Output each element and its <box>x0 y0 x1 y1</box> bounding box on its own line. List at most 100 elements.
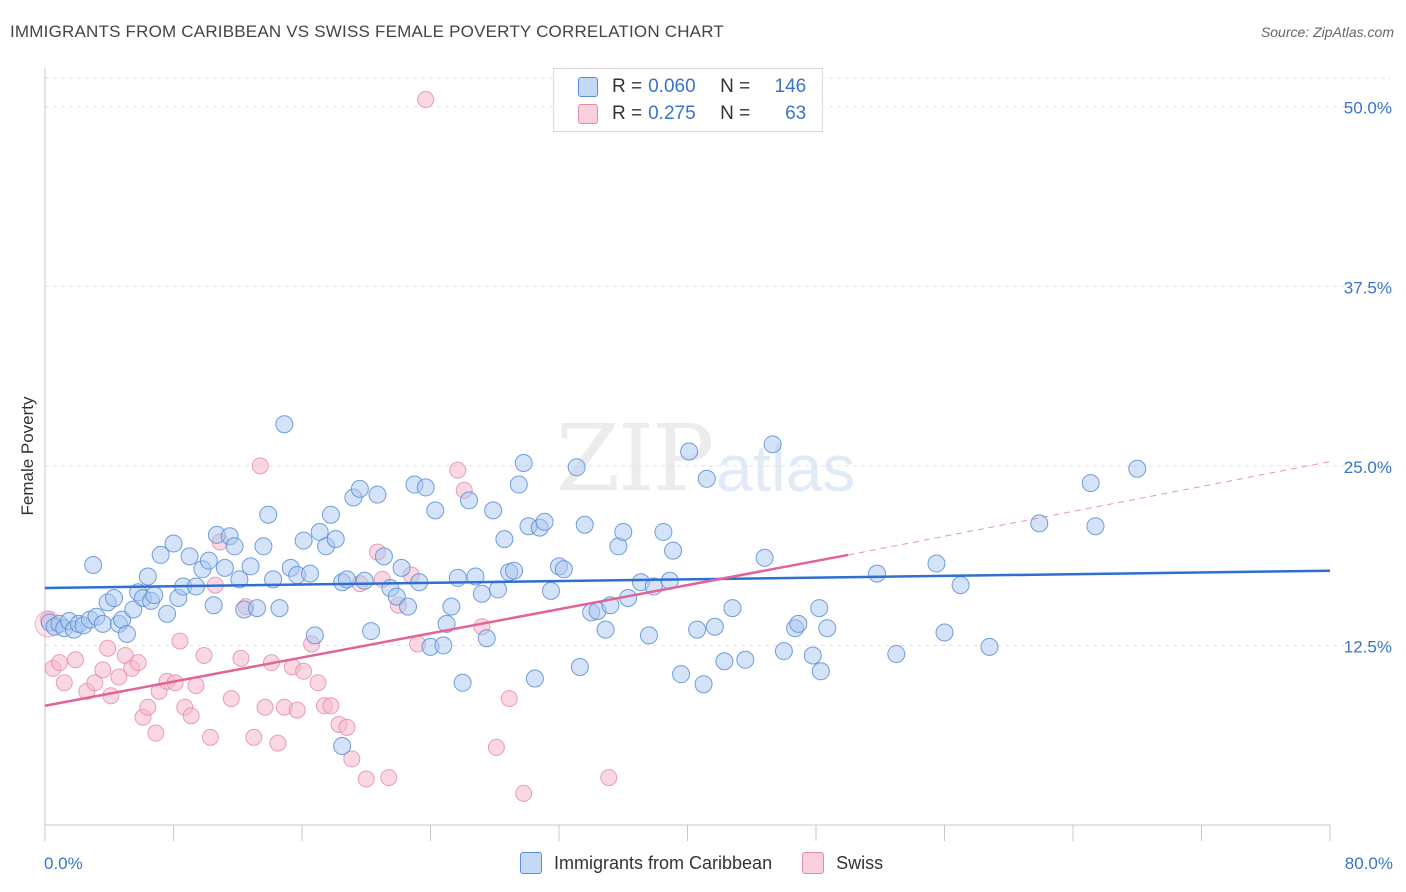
swiss-point <box>201 728 219 746</box>
swiss-point <box>343 750 361 768</box>
caribbean-point <box>575 515 594 534</box>
caribbean-point <box>270 599 289 618</box>
caribbean-point <box>254 537 273 556</box>
legend-label: Swiss <box>836 852 884 873</box>
swiss-point <box>171 632 189 650</box>
caribbean-point <box>672 665 691 684</box>
caribbean-point <box>151 545 170 564</box>
swiss-point <box>600 769 618 787</box>
caribbean-point <box>887 645 906 664</box>
caribbean-point <box>554 560 573 579</box>
legend-label: Immigrants from Caribbean <box>554 852 773 873</box>
caribbean-point <box>434 636 453 655</box>
swiss-points <box>34 91 655 802</box>
swiss-point <box>487 738 505 756</box>
caribbean-point <box>248 599 267 618</box>
swiss-point <box>515 784 533 802</box>
pink-swatch <box>578 104 598 124</box>
swiss-point <box>357 770 375 788</box>
caribbean-point <box>723 599 742 618</box>
caribbean-point <box>305 626 324 645</box>
legend-item-caribbean[interactable]: Immigrants from Caribbean <box>520 852 772 874</box>
caribbean-point <box>241 557 260 576</box>
caribbean-point <box>93 614 112 633</box>
caribbean-point <box>664 541 683 560</box>
caribbean-point <box>301 564 320 583</box>
caribbean-point <box>567 458 586 477</box>
caribbean-point <box>259 505 278 524</box>
caribbean-point <box>680 442 699 461</box>
swiss-trend-line <box>44 553 849 707</box>
caribbean-point <box>868 564 887 583</box>
caribbean-point <box>697 469 716 488</box>
y-axis-label: Female Poverty <box>18 396 37 516</box>
tick-labels: 12.5% 25.0% 37.5% 50.0% 0.0% 80.0% Female Pove… <box>18 99 1393 873</box>
y-tick-label: 25.0% <box>1344 458 1392 477</box>
caribbean-point <box>333 736 352 755</box>
n-value: 63 <box>785 103 807 124</box>
caribbean-point <box>158 604 177 623</box>
caribbean-trend-line <box>44 569 1331 590</box>
swiss-point <box>322 697 340 715</box>
swiss-point <box>417 91 435 109</box>
caribbean-point <box>437 614 456 633</box>
caribbean-point <box>705 617 724 636</box>
caribbean-point <box>509 475 528 494</box>
caribbean-point <box>818 619 837 638</box>
caribbean-point <box>204 596 223 615</box>
swiss-trend-extension <box>848 461 1331 556</box>
caribbean-point <box>495 530 514 549</box>
swiss-point <box>309 674 327 692</box>
r-value: 0.275 <box>648 103 696 124</box>
caribbean-point <box>145 586 164 605</box>
caribbean-point <box>654 522 673 541</box>
caribbean-point <box>180 547 199 566</box>
caribbean-point <box>84 555 103 574</box>
legend-item-swiss[interactable]: Swiss <box>802 852 883 874</box>
caribbean-point <box>215 558 234 577</box>
caribbean-point <box>442 597 461 616</box>
caribbean-point <box>326 530 345 549</box>
caribbean-point <box>541 581 560 600</box>
caribbean-point <box>763 435 782 454</box>
axes <box>44 68 1331 841</box>
swiss-point <box>449 461 467 479</box>
caribbean-point <box>453 673 472 692</box>
chart-title: IMMIGRANTS FROM CARIBBEAN VS SWISS FEMAL… <box>10 22 724 41</box>
swiss-point <box>256 698 274 716</box>
caribbean-points <box>40 415 1147 755</box>
swiss-point <box>245 728 263 746</box>
n-label: N = <box>720 103 751 124</box>
caribbean-point <box>614 522 633 541</box>
caribbean-point <box>321 505 340 524</box>
caribbean-point <box>570 657 589 676</box>
caribbean-point <box>448 568 467 587</box>
swiss-point <box>129 654 147 672</box>
r-label: R = <box>612 76 643 97</box>
caribbean-point <box>225 537 244 556</box>
swiss-point <box>86 674 104 692</box>
caribbean-point <box>935 623 954 642</box>
x-tick-label: 0.0% <box>44 854 83 873</box>
caribbean-point <box>374 547 393 566</box>
n-value: 146 <box>774 76 807 97</box>
swiss-point <box>269 734 287 752</box>
n-label: N = <box>720 76 751 97</box>
y-tick-label: 50.0% <box>1344 99 1392 118</box>
caribbean-point <box>275 415 294 434</box>
swiss-point <box>295 662 313 680</box>
x-tick-label: 80.0% <box>1345 854 1393 873</box>
swiss-point <box>55 674 73 692</box>
caribbean-point <box>416 478 435 497</box>
swiss-point <box>182 707 200 725</box>
swiss-point <box>50 654 68 672</box>
caribbean-point <box>488 580 507 599</box>
caribbean-point <box>294 531 313 550</box>
caribbean-point <box>736 650 755 669</box>
swiss-point <box>147 724 165 742</box>
blue-swatch <box>520 852 542 874</box>
pink-swatch <box>802 852 825 874</box>
caribbean-point <box>927 554 946 573</box>
caribbean-point <box>399 597 418 616</box>
